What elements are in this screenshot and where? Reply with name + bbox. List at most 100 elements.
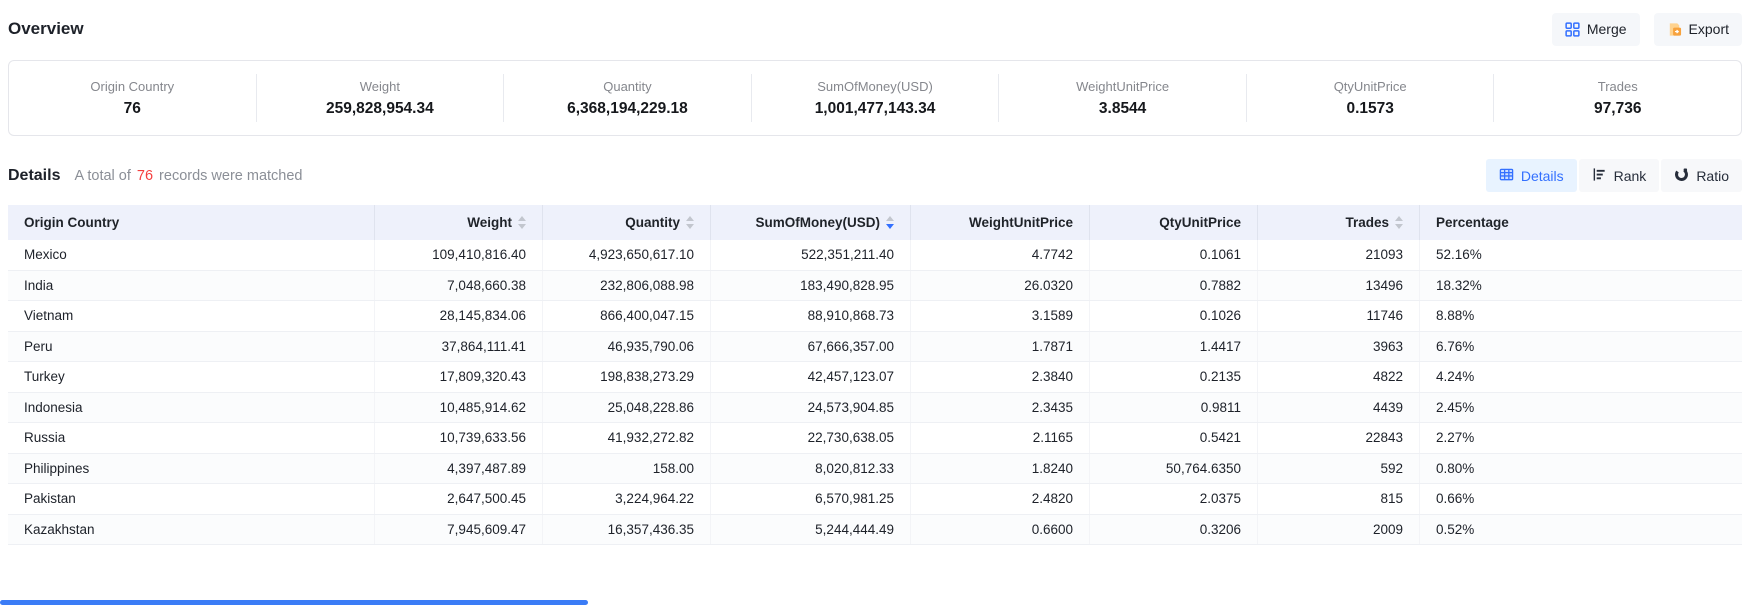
overview-stat: Quantity 6,368,194,229.18 [504,74,752,122]
tab-label: Details [1520,167,1564,184]
column-header-label: Trades [1345,215,1389,230]
horizontal-scrollbar-thumb[interactable] [0,600,588,605]
column-header-label: Weight [467,215,512,230]
cell-weight: 7,048,660.38 [375,270,543,300]
table-row: Kazakhstan 7,945,609.47 16,357,436.35 5,244… [8,514,1742,545]
cell-percentage: 0.80% [1436,460,1475,476]
match-count: 76 [136,167,154,184]
cell-weight: 17,809,320.43 [375,362,543,392]
cell-origin-country: Russia [8,423,375,453]
overview-stat-label: Quantity [603,78,652,94]
cell-sumofmoney-usd-: 88,910,868.73 [711,301,911,331]
overview-stat-label: Weight [359,78,400,94]
cell-weightunitprice: 2.3435 [911,392,1090,422]
cell-weight: 4,397,487.89 [375,453,543,483]
cell-sumofmoney-usd-: 22,730,638.05 [711,423,911,453]
overview-stat-value: 76 [123,99,141,117]
cell-trades: 4822 [1258,362,1420,392]
cell-sumofmoney-usd-: 42,457,123.07 [711,362,911,392]
column-header-label: Origin Country [24,215,120,230]
overview-stat-label: Origin Country [90,78,175,94]
cell-qtyunitprice: 0.5421 [1090,423,1258,453]
merge-button[interactable]: Merge [1551,12,1640,46]
overview-stat-value: 3.8544 [1098,99,1147,117]
column-header-weightunitprice: WeightUnitPrice [911,205,1090,240]
cell-qtyunitprice: 50,764.6350 [1090,453,1258,483]
tab-label: Rank [1613,167,1647,184]
table-header-row: Origin Country Weight Quantity SumOfMoney(U… [8,205,1742,240]
sort-carets-icon [886,216,894,229]
sort-desc-icon [518,224,526,229]
cell-quantity: 16,357,436.35 [543,514,711,544]
cell-origin-country: Indonesia [8,392,375,422]
table-body: Mexico 109,410,816.40 4,923,650,617.10 522,… [8,240,1742,545]
cell-percentage: 0.66% [1436,491,1475,507]
sort-desc-icon [886,224,894,229]
overview-stat-value: 259,828,954.34 [325,99,434,117]
overview-stat-value: 1,001,477,143.34 [814,99,936,117]
cell-sumofmoney-usd-: 5,244,444.49 [711,514,911,544]
sort-asc-icon [518,216,526,221]
cell-weight: 10,739,633.56 [375,423,543,453]
cell-origin-country: Philippines [8,453,375,483]
details-header: Details A total of 76 records were matched [8,167,303,185]
cell-quantity: 158.00 [543,453,711,483]
cell-sumofmoney-usd-: 67,666,357.00 [711,331,911,361]
overview-stat-value: 0.1573 [1346,99,1394,117]
cell-quantity: 4,923,650,617.10 [543,240,711,270]
cell-qtyunitprice: 0.9811 [1090,392,1258,422]
overview-stat-value: 97,736 [1594,99,1642,117]
ratio-icon [1674,167,1689,185]
column-header-label: SumOfMoney(USD) [755,215,881,230]
cell-percentage: 8.88% [1436,308,1475,324]
tab-ratio[interactable]: Ratio [1661,159,1742,192]
merge-icon [1565,21,1580,37]
column-header-trades[interactable]: Trades [1258,205,1420,240]
cell-percentage: 6.76% [1436,338,1475,354]
column-header-qtyunitprice: QtyUnitPrice [1090,205,1258,240]
cell-trades: 592 [1258,453,1420,483]
overview-stat: Trades 97,736 [1494,74,1741,122]
column-header-weight[interactable]: Weight [375,205,543,240]
overview-stat-label: WeightUnitPrice [1076,78,1170,94]
column-header-percentage: Percentage [1420,205,1742,240]
cell-origin-country: Kazakhstan [8,514,375,544]
cell-origin-country: Vietnam [8,301,375,331]
cell-trades: 22843 [1258,423,1420,453]
sort-carets-icon [518,216,526,229]
tab-details[interactable]: Details [1485,159,1577,192]
cell-sumofmoney-usd-: 24,573,904.85 [711,392,911,422]
cell-quantity: 41,932,272.82 [543,423,711,453]
column-header-label: Percentage [1436,215,1509,230]
cell-weightunitprice: 1.7871 [911,331,1090,361]
sort-asc-icon [886,216,894,221]
cell-trades: 3963 [1258,331,1420,361]
cell-quantity: 198,838,273.29 [543,362,711,392]
cell-trades: 815 [1258,484,1420,514]
cell-weight: 2,647,500.45 [375,484,543,514]
cell-sumofmoney-usd-: 183,490,828.95 [711,270,911,300]
column-header-sumofmoney-usd-[interactable]: SumOfMoney(USD) [711,205,911,240]
table-row: Mexico 109,410,816.40 4,923,650,617.10 522,… [8,240,1742,271]
merge-button-label: Merge [1586,21,1627,37]
overview-stat-label: QtyUnitPrice [1333,78,1407,94]
column-header-origin-country: Origin Country [8,205,375,240]
sort-asc-icon [1395,216,1403,221]
cell-trades: 4439 [1258,392,1420,422]
cell-weight: 37,864,111.41 [375,331,543,361]
cell-percentage: 52.16% [1436,247,1482,263]
cell-quantity: 866,400,047.15 [543,301,711,331]
cell-weightunitprice: 2.1165 [911,423,1090,453]
sort-carets-icon [686,216,694,229]
cell-qtyunitprice: 2.0375 [1090,484,1258,514]
table-row: India 7,048,660.38 232,806,088.98 183,490,8… [8,270,1742,301]
column-header-quantity[interactable]: Quantity [543,205,711,240]
cell-weight: 28,145,834.06 [375,301,543,331]
export-button[interactable]: Export [1653,12,1742,46]
details-bar: Details A total of 76 records were matched… [8,159,1742,192]
table-row: Turkey 17,809,320.43 198,838,273.29 42,457,… [8,362,1742,393]
tab-rank[interactable]: Rank [1578,159,1660,192]
cell-weightunitprice: 2.4820 [911,484,1090,514]
overview-stat-label: Trades [1597,78,1638,94]
cell-origin-country: Peru [8,331,375,361]
